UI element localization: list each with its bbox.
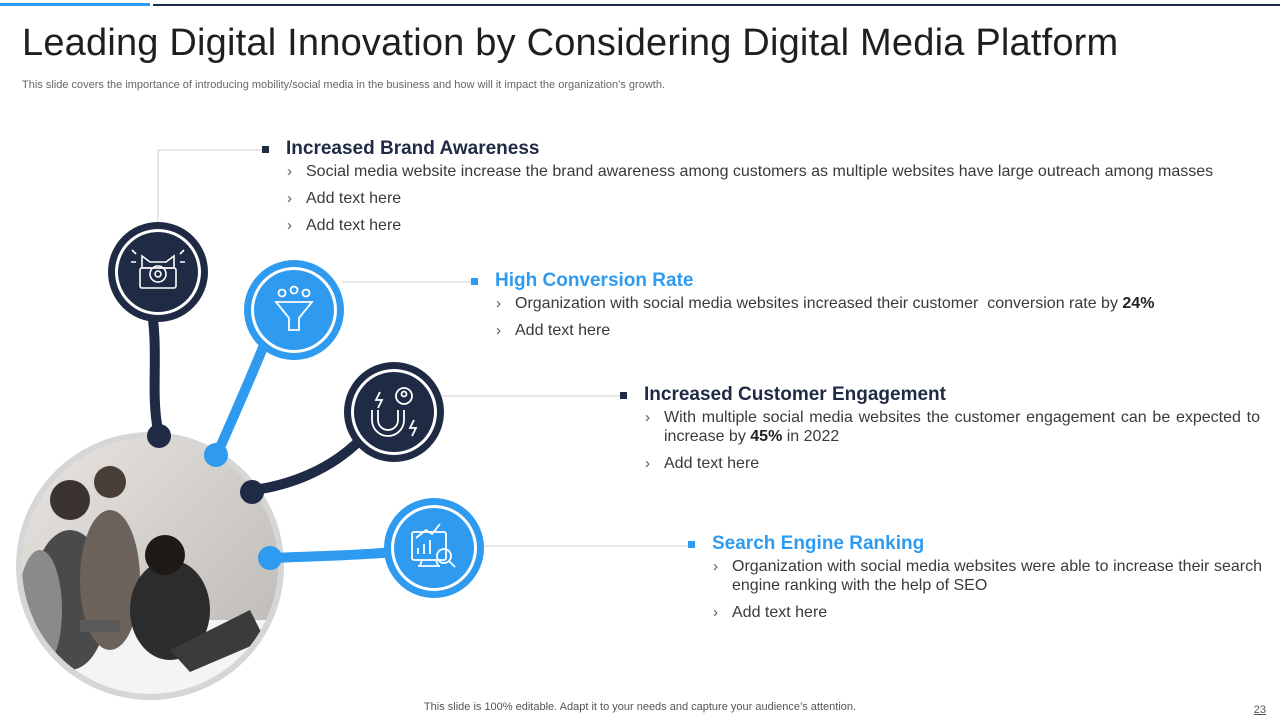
slide-subtitle: This slide covers the importance of intr… xyxy=(22,79,666,91)
bullet-text: Add text here xyxy=(664,455,760,472)
pin-search-ranking xyxy=(384,498,484,598)
bullet-text: Social media website increase the brand … xyxy=(306,163,1214,180)
bullet-item: › Organization with social media websites… xyxy=(713,557,1262,595)
bullet-item: › Add text here xyxy=(645,454,1260,473)
connector-line-1 xyxy=(157,149,262,228)
chevron-right-icon: › xyxy=(287,163,292,180)
pin-stem-4 xyxy=(269,547,399,563)
bullet-text: Add text here xyxy=(306,190,402,207)
bullet-highlight: 45% xyxy=(750,428,783,445)
bullet-list: › With multiple social media websites the… xyxy=(620,408,1260,473)
magnet-user-icon xyxy=(371,387,418,437)
pin-conversion-rate xyxy=(244,260,344,360)
section-conversion-rate: High Conversion Rate › Organization with … xyxy=(471,270,1154,340)
slide-title: Leading Digital Innovation by Considerin… xyxy=(22,22,1119,64)
section-title: Increased Customer Engagement xyxy=(644,384,946,405)
chevron-right-icon: › xyxy=(496,322,501,339)
pin-stem-2 xyxy=(213,335,271,457)
pin-tip-2 xyxy=(204,443,228,467)
pin-brand-awareness xyxy=(108,222,208,322)
bullet-highlight: 24% xyxy=(1122,295,1155,312)
bullet-square-icon xyxy=(620,391,627,399)
chevron-right-icon: › xyxy=(645,455,650,472)
footer-note: This slide is 100% editable. Adapt it to… xyxy=(423,701,857,713)
bullet-square-icon xyxy=(471,277,478,285)
accent-bar-blue xyxy=(0,3,150,6)
section-brand-awareness: Increased Brand Awareness › Social media … xyxy=(262,138,1213,235)
bullet-text: Add text here xyxy=(306,217,402,234)
section-title: Search Engine Ranking xyxy=(712,533,925,554)
seo-chart-icon xyxy=(411,523,456,568)
bullet-square-icon xyxy=(262,145,269,153)
team-photo xyxy=(16,432,284,700)
pin-customer-engagement xyxy=(344,362,444,462)
megaphone-gear-icon xyxy=(131,249,185,289)
bullet-text: Organization with social media websites … xyxy=(732,558,1262,594)
bullet-list: › Social media website increase the brand… xyxy=(262,162,1213,235)
bullet-text: Add text here xyxy=(732,604,828,621)
chevron-right-icon: › xyxy=(645,409,650,426)
bullet-item: › Add text here xyxy=(287,189,1213,208)
chevron-right-icon: › xyxy=(496,295,501,312)
funnel-icon xyxy=(274,285,314,331)
bullet-text-suffix: in 2022 xyxy=(782,428,840,445)
bullet-list: › Organization with social media websites… xyxy=(688,557,1262,622)
chevron-right-icon: › xyxy=(713,604,718,621)
bullet-item: › Add text here xyxy=(713,603,1262,622)
section-title: Increased Brand Awareness xyxy=(286,138,540,159)
bullet-item: › Organization with social media websites… xyxy=(496,294,1154,313)
pin-stem-3 xyxy=(249,435,365,495)
connector-lines xyxy=(157,149,696,547)
section-customer-engagement: Increased Customer Engagement › With mult… xyxy=(620,384,1260,473)
accent-bar-dark xyxy=(153,4,1280,6)
section-title: High Conversion Rate xyxy=(495,270,694,291)
chevron-right-icon: › xyxy=(287,190,292,207)
pin-tip-4 xyxy=(258,546,282,570)
section-search-ranking: Search Engine Ranking › Organization with… xyxy=(688,533,1262,622)
bullet-text: Add text here xyxy=(515,322,611,339)
pin-tip-1 xyxy=(147,424,171,448)
pin-stems xyxy=(145,295,399,570)
pin-tip-3 xyxy=(240,480,264,504)
chevron-right-icon: › xyxy=(287,217,292,234)
bullet-item: › Add text here xyxy=(287,216,1213,235)
bullet-item: › Social media website increase the brand… xyxy=(287,162,1213,181)
page-number: 23 xyxy=(1253,704,1266,716)
bullet-list: › Organization with social media websites… xyxy=(471,294,1154,340)
bullet-square-icon xyxy=(688,540,695,548)
bullet-item: › Add text here xyxy=(496,321,1154,340)
bullet-text: With multiple social media websites the … xyxy=(664,409,1260,445)
bullet-item: › With multiple social media websites the… xyxy=(645,408,1260,446)
bullet-text: Organization with social media websites … xyxy=(515,295,1123,312)
chevron-right-icon: › xyxy=(713,558,718,575)
